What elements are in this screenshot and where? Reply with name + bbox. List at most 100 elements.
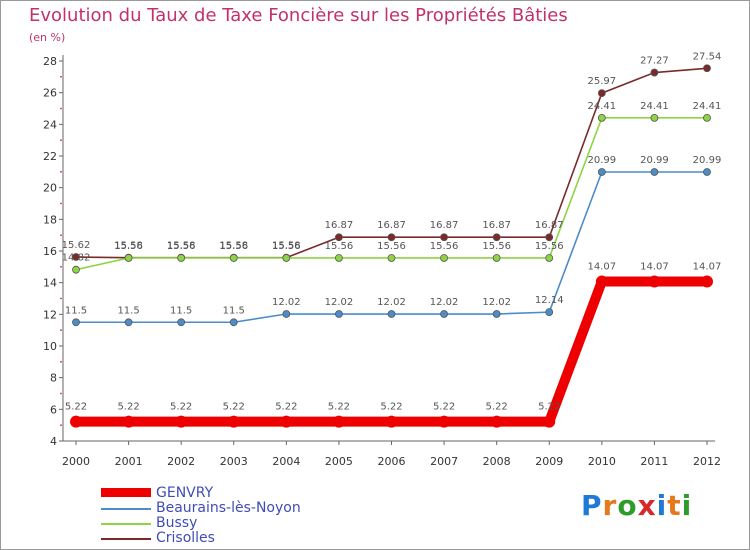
x-tick-label: 2004: [272, 455, 300, 468]
data-label-bussy: 15.56: [325, 241, 354, 252]
legend-label: Beaurains-lès-Noyon: [156, 500, 301, 516]
proxiti-logo: Proxiti: [581, 489, 692, 522]
data-label-genvry: 5.22: [328, 402, 350, 413]
data-label-bussy: 15.56: [167, 241, 196, 252]
data-point-bussy: [650, 113, 659, 122]
data-label-beaurains-l-s-noyon: 12.02: [325, 297, 354, 308]
data-point-beaurains-l-s-noyon: [177, 318, 186, 327]
data-label-genvry: 5.22: [117, 402, 139, 413]
data-point-genvry: [595, 275, 608, 288]
data-label-bussy: 15.56: [377, 241, 406, 252]
logo-letter: o: [617, 489, 638, 522]
data-label-beaurains-l-s-noyon: 12.02: [482, 297, 511, 308]
y-minor-tick: [60, 424, 62, 427]
y-tick-label: 6: [50, 403, 57, 416]
data-label-genvry: 5.22: [380, 402, 402, 413]
y-tick-label: 18: [43, 213, 57, 226]
data-label-genvry: 14.07: [693, 262, 722, 273]
logo-letter: P: [581, 489, 603, 522]
data-label-crisolles: 25.97: [588, 76, 617, 87]
data-label-crisolles: 15.62: [62, 240, 91, 251]
data-label-genvry: 5.22: [170, 402, 192, 413]
y-minor-tick: [60, 202, 62, 205]
data-point-crisolles: [440, 233, 448, 242]
y-tick-label: 24: [43, 118, 57, 131]
data-label-crisolles: 15.58: [114, 241, 143, 252]
data-point-bussy: [440, 254, 448, 262]
data-label-genvry: 5.22: [275, 402, 297, 413]
data-label-beaurains-l-s-noyon: 20.99: [640, 155, 669, 166]
data-point-bussy: [229, 254, 238, 262]
data-label-beaurains-l-s-noyon: 11.5: [65, 305, 87, 316]
x-tick-label: 2012: [693, 455, 721, 468]
y-tick-label: 8: [50, 372, 57, 385]
data-point-crisolles: [597, 89, 606, 98]
data-point-beaurains-l-s-noyon: [387, 310, 396, 318]
logo-letter: t: [667, 489, 682, 522]
data-point-beaurains-l-s-noyon: [282, 310, 291, 318]
data-point-genvry: [648, 275, 661, 288]
y-tick-label: 20: [43, 182, 57, 195]
data-label-beaurains-l-s-noyon: 20.99: [588, 155, 617, 166]
x-tick-label: 2002: [167, 455, 195, 468]
data-point-beaurains-l-s-noyon: [72, 318, 80, 327]
x-tick-label: 2000: [62, 455, 90, 468]
legend-swatch-beaurains: [101, 508, 151, 510]
data-point-beaurains-l-s-noyon: [335, 310, 343, 318]
data-label-bussy: 14.82: [62, 253, 91, 264]
data-point-genvry: [701, 275, 713, 288]
legend-label: GENVRY: [156, 485, 214, 501]
x-tick-label: 2005: [325, 455, 353, 468]
y-minor-tick: [60, 360, 62, 363]
data-point-genvry: [122, 415, 135, 428]
data-label-genvry: 5.22: [223, 402, 245, 413]
y-tick-label: 22: [43, 150, 57, 163]
y-minor-tick: [60, 329, 62, 332]
data-label-crisolles: 27.54: [693, 51, 722, 62]
data-point-beaurains-l-s-noyon: [492, 310, 501, 318]
data-point-genvry: [70, 415, 82, 428]
data-label-bussy: 15.56: [482, 241, 511, 252]
data-point-crisolles: [703, 64, 711, 73]
data-point-bussy: [492, 254, 501, 262]
x-tick-label: 2003: [220, 455, 248, 468]
legend-swatch-genvry: [101, 488, 151, 497]
y-tick-label: 10: [43, 340, 57, 353]
y-minor-tick: [60, 297, 62, 300]
data-point-beaurains-l-s-noyon: [650, 168, 659, 176]
data-label-beaurains-l-s-noyon: 11.5: [223, 305, 245, 316]
data-label-bussy: 24.41: [640, 101, 669, 112]
y-minor-tick: [60, 170, 62, 173]
data-point-genvry: [175, 415, 188, 428]
logo-letter: i: [681, 489, 693, 522]
y-minor-tick: [60, 107, 62, 110]
data-point-crisolles: [492, 233, 501, 242]
y-tick-label: 12: [43, 308, 57, 321]
chart-title: Evolution du Taux de Taxe Foncière sur l…: [29, 5, 568, 26]
data-point-crisolles: [650, 68, 659, 77]
y-minor-tick: [60, 234, 62, 237]
data-point-genvry: [438, 415, 451, 428]
data-point-genvry: [332, 415, 345, 428]
x-tick-label: 2006: [378, 455, 406, 468]
data-label-beaurains-l-s-noyon: 12.02: [430, 297, 459, 308]
data-point-crisolles: [545, 233, 554, 242]
data-point-bussy: [177, 254, 186, 262]
data-point-genvry: [490, 415, 503, 428]
data-label-crisolles: 16.87: [377, 220, 406, 231]
data-label-bussy: 15.56: [272, 241, 301, 252]
data-label-genvry: 5.22: [486, 402, 508, 413]
data-point-beaurains-l-s-noyon: [703, 168, 711, 176]
y-minor-tick: [60, 75, 62, 78]
logo-letter: r: [602, 489, 618, 522]
data-label-beaurains-l-s-noyon: 11.5: [117, 305, 139, 316]
data-point-beaurains-l-s-noyon: [124, 318, 133, 327]
data-point-genvry: [227, 415, 240, 428]
y-minor-tick: [60, 392, 62, 395]
data-label-crisolles: 15.58: [167, 241, 196, 252]
data-label-genvry: 14.07: [588, 262, 617, 273]
data-point-crisolles: [72, 253, 80, 261]
x-tick-label: 2010: [588, 455, 616, 468]
legend-label: Crisolles: [156, 530, 215, 546]
